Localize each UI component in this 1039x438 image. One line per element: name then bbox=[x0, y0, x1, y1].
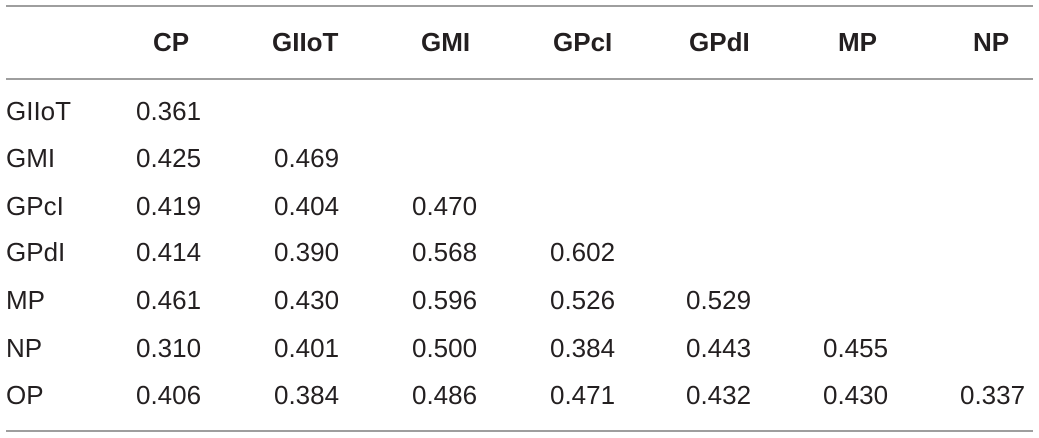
table-cell: 0.406 bbox=[136, 380, 202, 410]
table-cell: 0.414 bbox=[136, 237, 202, 267]
table-cell: 0.401 bbox=[274, 333, 340, 363]
table-cell: 0.337 bbox=[960, 380, 1026, 410]
column-header-gpdi: GPdI bbox=[689, 27, 750, 57]
row-label-gmi: GMI bbox=[6, 143, 56, 173]
table-cell: 0.384 bbox=[550, 333, 616, 363]
column-header-giiot: GIIoT bbox=[272, 27, 339, 57]
table-cell: 0.425 bbox=[136, 143, 202, 173]
table-cell: 0.470 bbox=[412, 191, 478, 221]
row-label-giiot: GIIoT bbox=[6, 96, 72, 126]
table-cell: 0.602 bbox=[550, 237, 616, 267]
table-bottom-rule bbox=[6, 430, 1033, 432]
table-cell: 0.361 bbox=[136, 96, 202, 126]
table-cell: 0.596 bbox=[412, 285, 478, 315]
table-cell: 0.430 bbox=[823, 380, 889, 410]
table-cell: 0.432 bbox=[686, 380, 752, 410]
row-label-mp: MP bbox=[6, 285, 45, 315]
table-cell: 0.469 bbox=[274, 143, 340, 173]
column-header-gpci: GPcI bbox=[553, 27, 613, 57]
row-label-np: NP bbox=[6, 333, 43, 363]
table-cell: 0.471 bbox=[550, 380, 616, 410]
table-cell: 0.455 bbox=[823, 333, 889, 363]
table-cell: 0.404 bbox=[274, 191, 340, 221]
column-header-cp: CP bbox=[153, 27, 190, 57]
table-cell: 0.500 bbox=[412, 333, 478, 363]
table-cell: 0.526 bbox=[550, 285, 616, 315]
column-header-np: NP bbox=[973, 27, 1010, 57]
table-cell: 0.461 bbox=[136, 285, 202, 315]
table-top-rule bbox=[6, 5, 1033, 7]
table-header-rule bbox=[6, 78, 1033, 80]
column-header-gmi: GMI bbox=[421, 27, 471, 57]
row-label-gpdi: GPdI bbox=[6, 237, 66, 267]
table-cell: 0.486 bbox=[412, 380, 478, 410]
table-cell: 0.384 bbox=[274, 380, 340, 410]
row-label-op: OP bbox=[6, 380, 44, 410]
table-cell: 0.310 bbox=[136, 333, 202, 363]
column-header-mp: MP bbox=[838, 27, 877, 57]
row-label-gpci: GPcI bbox=[6, 191, 64, 221]
table-cell: 0.390 bbox=[274, 237, 340, 267]
table-cell: 0.430 bbox=[274, 285, 340, 315]
table-cell: 0.419 bbox=[136, 191, 202, 221]
table-cell: 0.568 bbox=[412, 237, 478, 267]
table-cell: 0.529 bbox=[686, 285, 752, 315]
table-cell: 0.443 bbox=[686, 333, 752, 363]
